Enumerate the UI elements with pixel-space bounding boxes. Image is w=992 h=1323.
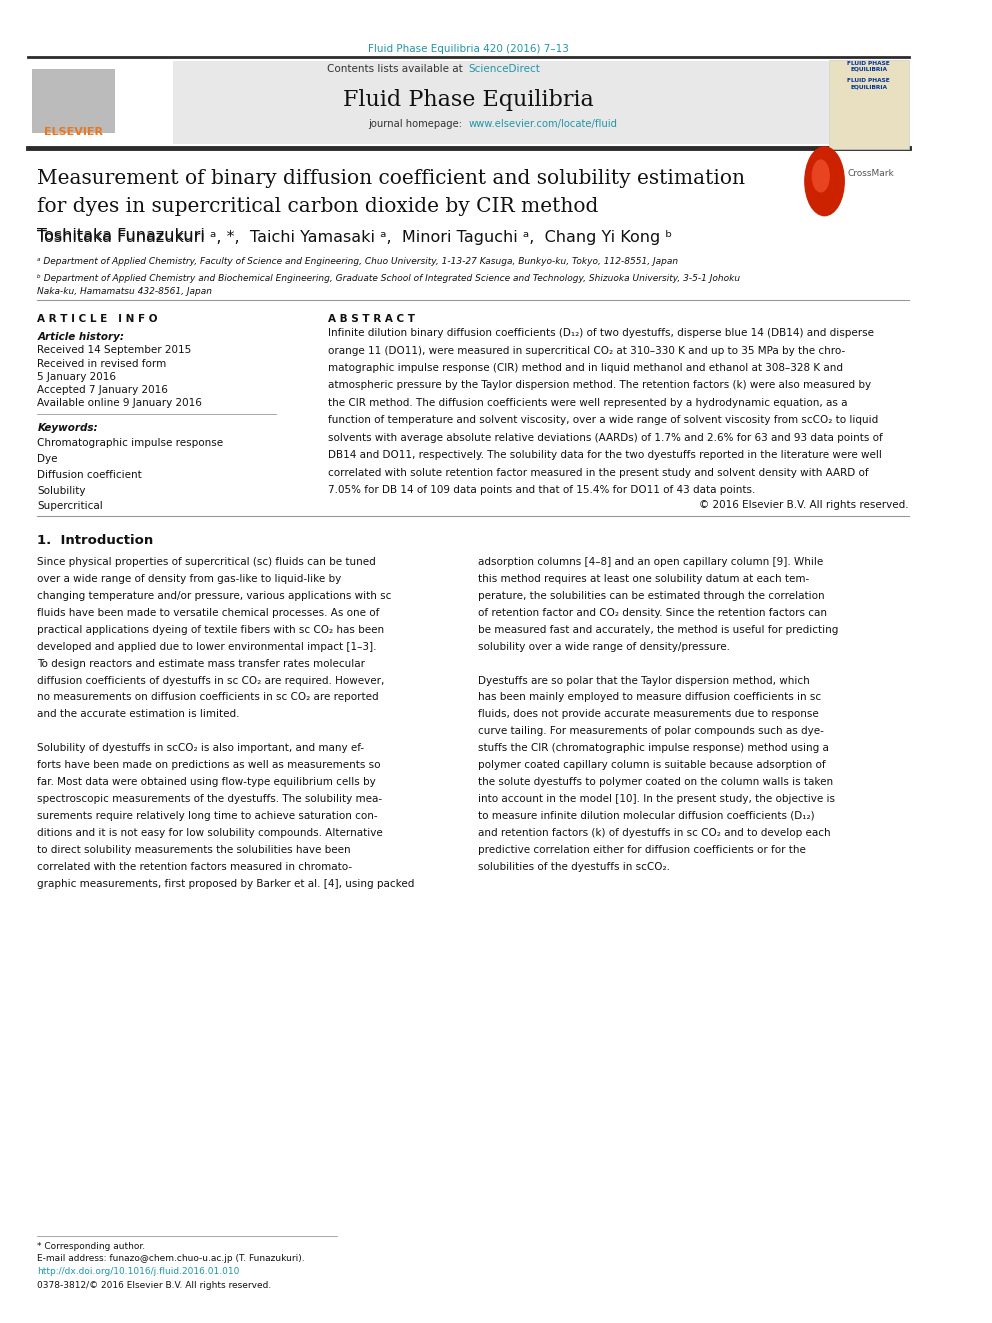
Text: and retention factors (k) of dyestuffs in sc CO₂ and to develop each: and retention factors (k) of dyestuffs i…	[478, 828, 830, 837]
FancyBboxPatch shape	[829, 60, 909, 149]
Text: Diffusion coefficient: Diffusion coefficient	[38, 470, 142, 480]
Text: 5 January 2016: 5 January 2016	[38, 372, 116, 382]
Text: ᵇ Department of Applied Chemistry and Biochemical Engineering, Graduate School o: ᵇ Department of Applied Chemistry and Bi…	[38, 274, 741, 283]
Text: correlated with the retention factors measured in chromato-: correlated with the retention factors me…	[38, 861, 352, 872]
Text: © 2016 Elsevier B.V. All rights reserved.: © 2016 Elsevier B.V. All rights reserved…	[699, 500, 909, 511]
Text: Received in revised form: Received in revised form	[38, 359, 167, 369]
Ellipse shape	[805, 147, 844, 216]
Text: diffusion coefficients of dyestuffs in sc CO₂ are required. However,: diffusion coefficients of dyestuffs in s…	[38, 676, 385, 685]
Text: to measure infinite dilution molecular diffusion coefficients (D₁₂): to measure infinite dilution molecular d…	[478, 811, 814, 822]
Text: polymer coated capillary column is suitable because adsorption of: polymer coated capillary column is suita…	[478, 761, 825, 770]
Text: E-mail address: funazo@chem.chuo-u.ac.jp (T. Funazukuri).: E-mail address: funazo@chem.chuo-u.ac.jp…	[38, 1254, 306, 1263]
Text: Dye: Dye	[38, 454, 58, 464]
Text: for dyes in supercritical carbon dioxide by CIR method: for dyes in supercritical carbon dioxide…	[38, 197, 599, 216]
Text: Measurement of binary diffusion coefficient and solubility estimation: Measurement of binary diffusion coeffici…	[38, 169, 745, 188]
Text: developed and applied due to lower environmental impact [1–3].: developed and applied due to lower envir…	[38, 642, 377, 652]
Text: into account in the model [10]. In the present study, the objective is: into account in the model [10]. In the p…	[478, 794, 835, 804]
Text: perature, the solubilities can be estimated through the correlation: perature, the solubilities can be estima…	[478, 591, 824, 601]
Text: graphic measurements, first proposed by Barker et al. [4], using packed: graphic measurements, first proposed by …	[38, 878, 415, 889]
Text: no measurements on diffusion coefficients in sc CO₂ are reported: no measurements on diffusion coefficient…	[38, 692, 379, 703]
Text: Contents lists available at: Contents lists available at	[326, 64, 465, 74]
Text: Keywords:: Keywords:	[38, 423, 98, 434]
Text: Dyestuffs are so polar that the Taylor dispersion method, which: Dyestuffs are so polar that the Taylor d…	[478, 676, 809, 685]
Text: www.elsevier.com/locate/fluid: www.elsevier.com/locate/fluid	[468, 119, 617, 130]
Text: Toshitaka Funazukuri: Toshitaka Funazukuri	[38, 228, 205, 242]
Text: ᵃ Department of Applied Chemistry, Faculty of Science and Engineering, Chuo Univ: ᵃ Department of Applied Chemistry, Facul…	[38, 257, 679, 266]
Text: fluids, does not provide accurate measurements due to response: fluids, does not provide accurate measur…	[478, 709, 818, 720]
Text: solvents with average absolute relative deviations (AARDs) of 1.7% and 2.6% for : solvents with average absolute relative …	[328, 433, 883, 443]
Text: DB14 and DO11, respectively. The solubility data for the two dyestuffs reported : DB14 and DO11, respectively. The solubil…	[328, 450, 882, 460]
Text: solubilities of the dyestuffs in scCO₂.: solubilities of the dyestuffs in scCO₂.	[478, 861, 670, 872]
Text: http://dx.doi.org/10.1016/j.fluid.2016.01.010: http://dx.doi.org/10.1016/j.fluid.2016.0…	[38, 1267, 240, 1277]
Text: correlated with solute retention factor measured in the present study and solven: correlated with solute retention factor …	[328, 468, 869, 478]
Text: be measured fast and accurately, the method is useful for predicting: be measured fast and accurately, the met…	[478, 624, 838, 635]
Text: changing temperature and/or pressure, various applications with sc: changing temperature and/or pressure, va…	[38, 591, 392, 601]
Text: FLUID PHASE
EQUILIBRIA

FLUID PHASE
EQUILIBRIA: FLUID PHASE EQUILIBRIA FLUID PHASE EQUIL…	[847, 61, 890, 89]
Text: and the accurate estimation is limited.: and the accurate estimation is limited.	[38, 709, 240, 720]
Text: stuffs the CIR (chromatographic impulse response) method using a: stuffs the CIR (chromatographic impulse …	[478, 744, 828, 753]
Text: To design reactors and estimate mass transfer rates molecular: To design reactors and estimate mass tra…	[38, 659, 365, 668]
Text: A B S T R A C T: A B S T R A C T	[328, 314, 415, 324]
Text: solubility over a wide range of density/pressure.: solubility over a wide range of density/…	[478, 642, 730, 652]
Ellipse shape	[812, 160, 829, 192]
Text: spectroscopic measurements of the dyestuffs. The solubility mea-: spectroscopic measurements of the dyestu…	[38, 794, 383, 804]
Text: Article history:: Article history:	[38, 332, 124, 343]
Text: far. Most data were obtained using flow-type equilibrium cells by: far. Most data were obtained using flow-…	[38, 777, 376, 787]
Text: forts have been made on predictions as well as measurements so: forts have been made on predictions as w…	[38, 761, 381, 770]
Text: Infinite dilution binary diffusion coefficients (D₁₂) of two dyestuffs, disperse: Infinite dilution binary diffusion coeff…	[328, 328, 874, 339]
Text: the CIR method. The diffusion coefficients were well represented by a hydrodynam: the CIR method. The diffusion coefficien…	[328, 398, 847, 407]
Text: Solubility: Solubility	[38, 486, 86, 496]
FancyBboxPatch shape	[28, 61, 174, 144]
Text: Available online 9 January 2016: Available online 9 January 2016	[38, 398, 202, 409]
Text: CrossMark: CrossMark	[848, 169, 895, 179]
Text: orange 11 (DO11), were measured in supercritical CO₂ at 310–330 K and up to 35 M: orange 11 (DO11), were measured in super…	[328, 345, 845, 356]
Text: curve tailing. For measurements of polar compounds such as dye-: curve tailing. For measurements of polar…	[478, 726, 823, 737]
FancyBboxPatch shape	[28, 61, 829, 144]
Text: Received 14 September 2015: Received 14 September 2015	[38, 345, 191, 356]
Text: Supercritical: Supercritical	[38, 501, 103, 512]
Text: ELSEVIER: ELSEVIER	[44, 127, 102, 138]
Text: over a wide range of density from gas-like to liquid-like by: over a wide range of density from gas-li…	[38, 574, 341, 583]
Text: A R T I C L E   I N F O: A R T I C L E I N F O	[38, 314, 158, 324]
Text: Toshitaka Funazukuri ᵃ, *,  Taichi Yamasaki ᵃ,  Minori Taguchi ᵃ,  Chang Yi Kong: Toshitaka Funazukuri ᵃ, *, Taichi Yamasa…	[38, 230, 673, 245]
Text: Fluid Phase Equilibria: Fluid Phase Equilibria	[343, 89, 594, 111]
Text: 0378-3812/© 2016 Elsevier B.V. All rights reserved.: 0378-3812/© 2016 Elsevier B.V. All right…	[38, 1281, 272, 1290]
Text: Naka-ku, Hamamatsu 432-8561, Japan: Naka-ku, Hamamatsu 432-8561, Japan	[38, 287, 212, 296]
Text: Solubility of dyestuffs in scCO₂ is also important, and many ef-: Solubility of dyestuffs in scCO₂ is also…	[38, 744, 365, 753]
Text: this method requires at least one solubility datum at each tem-: this method requires at least one solubi…	[478, 574, 809, 583]
Text: fluids have been made to versatile chemical processes. As one of: fluids have been made to versatile chemi…	[38, 607, 380, 618]
Text: 1.  Introduction: 1. Introduction	[38, 534, 154, 548]
Text: to direct solubility measurements the solubilities have been: to direct solubility measurements the so…	[38, 845, 351, 855]
Text: function of temperature and solvent viscosity, over a wide range of solvent visc: function of temperature and solvent visc…	[328, 415, 878, 426]
Text: ScienceDirect: ScienceDirect	[468, 64, 541, 74]
Text: surements require relatively long time to achieve saturation con-: surements require relatively long time t…	[38, 811, 378, 822]
Text: Fluid Phase Equilibria 420 (2016) 7–13: Fluid Phase Equilibria 420 (2016) 7–13	[368, 44, 569, 54]
Text: * Corresponding author.: * Corresponding author.	[38, 1242, 146, 1252]
Text: Accepted 7 January 2016: Accepted 7 January 2016	[38, 385, 169, 396]
Text: journal homepage:: journal homepage:	[369, 119, 465, 130]
Text: atmospheric pressure by the Taylor dispersion method. The retention factors (k) : atmospheric pressure by the Taylor dispe…	[328, 381, 871, 390]
Text: Since physical properties of supercritical (sc) fluids can be tuned: Since physical properties of supercritic…	[38, 557, 376, 568]
Text: predictive correlation either for diffusion coefficients or for the: predictive correlation either for diffus…	[478, 845, 806, 855]
Text: practical applications dyeing of textile fibers with sc CO₂ has been: practical applications dyeing of textile…	[38, 624, 385, 635]
Text: ditions and it is not easy for low solubility compounds. Alternative: ditions and it is not easy for low solub…	[38, 828, 383, 837]
Text: the solute dyestuffs to polymer coated on the column walls is taken: the solute dyestuffs to polymer coated o…	[478, 777, 833, 787]
Text: of retention factor and CO₂ density. Since the retention factors can: of retention factor and CO₂ density. Sin…	[478, 607, 827, 618]
Text: matographic impulse response (CIR) method and in liquid methanol and ethanol at : matographic impulse response (CIR) metho…	[328, 363, 843, 373]
Text: adsorption columns [4–8] and an open capillary column [9]. While: adsorption columns [4–8] and an open cap…	[478, 557, 823, 568]
Text: Chromatographic impulse response: Chromatographic impulse response	[38, 438, 223, 448]
FancyBboxPatch shape	[32, 69, 114, 132]
Text: 7.05% for DB 14 of 109 data points and that of 15.4% for DO11 of 43 data points.: 7.05% for DB 14 of 109 data points and t…	[328, 486, 755, 495]
Text: has been mainly employed to measure diffusion coefficients in sc: has been mainly employed to measure diff…	[478, 692, 821, 703]
